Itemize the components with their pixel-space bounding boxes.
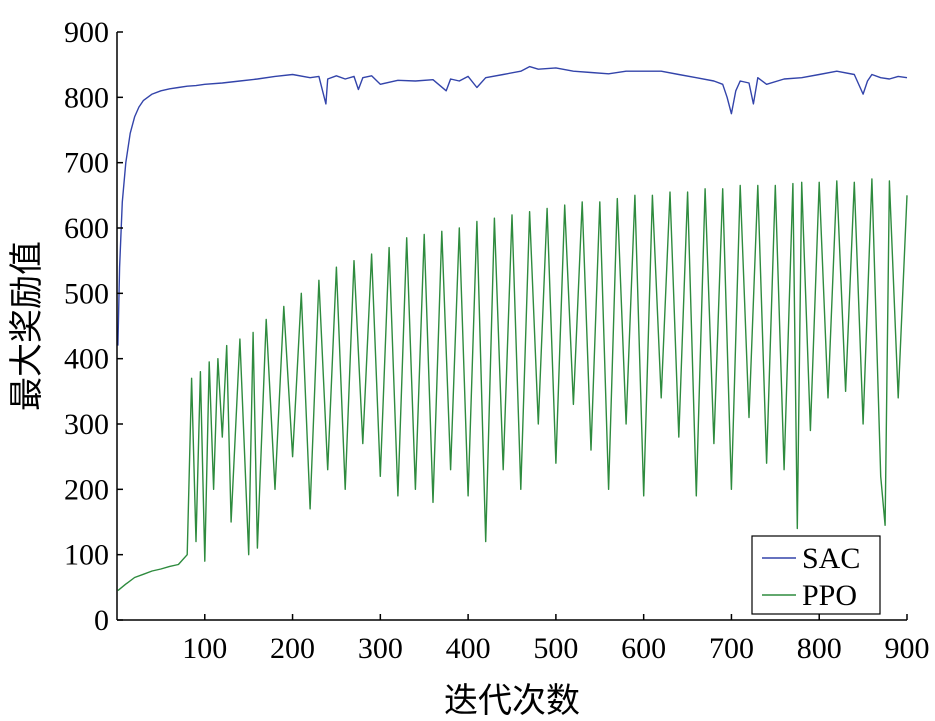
- y-tick-label: 0: [94, 604, 109, 637]
- x-tick-label: 100: [182, 632, 227, 665]
- x-tick-label: 500: [533, 632, 578, 665]
- x-tick-label: 700: [709, 632, 754, 665]
- x-tick-label: 600: [621, 632, 666, 665]
- x-tick-label: 200: [270, 632, 315, 665]
- legend-label-ppo: PPO: [802, 579, 857, 612]
- plot-lines: [117, 65, 908, 592]
- x-axis-title: 迭代次数: [444, 681, 580, 721]
- x-tick-label: 900: [885, 632, 930, 665]
- x-axis-ticks: 100 200 300 400 500 600 700 800 900: [182, 614, 930, 665]
- series-line-ppo: [117, 178, 908, 592]
- legend-box: [751, 535, 881, 615]
- y-tick-label: 900: [64, 16, 109, 49]
- y-tick-label: 700: [64, 147, 109, 180]
- y-tick-label: 800: [64, 81, 109, 114]
- x-tick-label: 800: [797, 632, 842, 665]
- y-tick-label: 300: [64, 408, 109, 441]
- y-axis-ticks: 0 100 200 300 400 500 600 700 800 900: [64, 16, 123, 637]
- y-axis-title: 最大奖励值: [7, 241, 47, 411]
- x-tick-label: 400: [446, 632, 491, 665]
- y-tick-label: 600: [64, 212, 109, 245]
- legend-label-sac: SAC: [802, 542, 860, 575]
- series-line-sac: [117, 65, 908, 346]
- x-tick-label: 300: [358, 632, 403, 665]
- y-tick-label: 100: [64, 539, 109, 572]
- y-tick-label: 400: [64, 343, 109, 376]
- y-tick-label: 200: [64, 473, 109, 506]
- y-tick-label: 500: [64, 277, 109, 310]
- legend: SAC PPO: [751, 535, 881, 615]
